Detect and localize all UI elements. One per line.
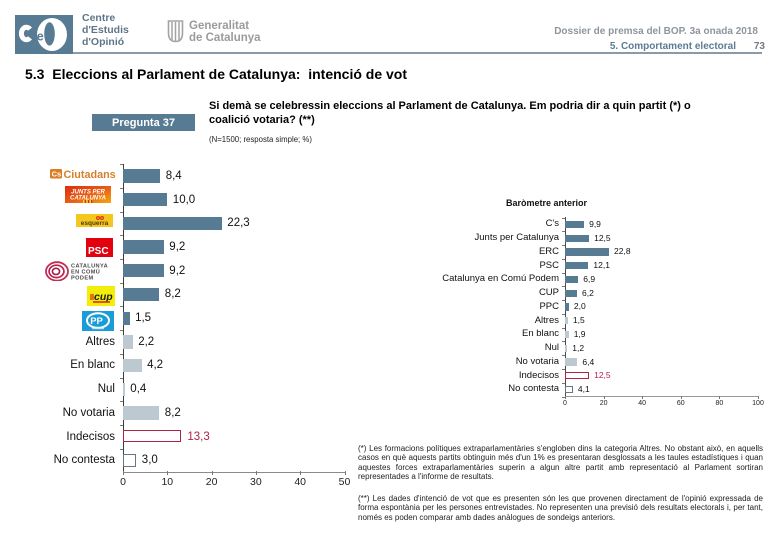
svg-text:esquerra: esquerra: [81, 220, 109, 227]
svg-text:EN COMÚ: EN COMÚ: [71, 269, 100, 276]
svg-text:PP: PP: [90, 316, 103, 327]
svg-text:cup: cup: [94, 291, 113, 303]
svg-text:JUNTS PER: JUNTS PER: [71, 190, 105, 196]
svg-text:PODEM: PODEM: [71, 276, 94, 282]
svg-text:Ciutadans: Ciutadans: [64, 169, 116, 181]
svg-text:PSC: PSC: [88, 246, 109, 257]
svg-text:CATALUNYA: CATALUNYA: [71, 264, 108, 270]
svg-text:e: e: [37, 30, 44, 44]
svg-text:Cs: Cs: [52, 170, 62, 179]
svg-text:CATALUNYA: CATALUNYA: [70, 196, 106, 202]
